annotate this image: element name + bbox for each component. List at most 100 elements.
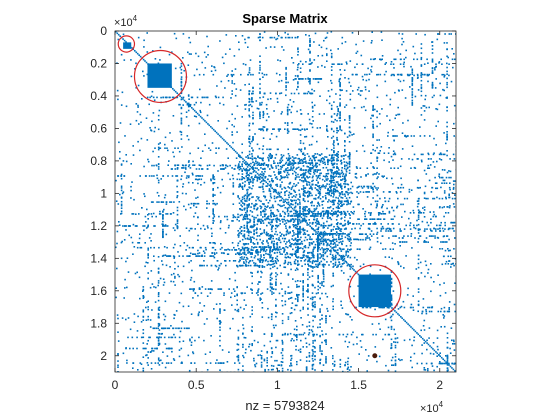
nonzero-entry <box>431 48 434 50</box>
nonzero-entry <box>258 162 260 164</box>
nonzero-entry <box>252 122 254 125</box>
nonzero-entry <box>267 164 270 166</box>
nonzero-entry <box>306 183 308 185</box>
nonzero-entry <box>391 73 393 76</box>
nonzero-entry <box>260 211 262 213</box>
nonzero-entry <box>271 240 273 243</box>
nonzero-entry <box>293 232 295 234</box>
nonzero-entry <box>268 207 271 209</box>
nonzero-entry <box>411 78 414 81</box>
nonzero-entry <box>302 233 305 236</box>
nonzero-entry <box>310 266 312 268</box>
nonzero-entry <box>358 218 360 220</box>
nonzero-entry <box>304 154 306 156</box>
nonzero-entry <box>275 284 277 286</box>
nonzero-entry <box>236 349 238 351</box>
nonzero-entry <box>311 238 313 241</box>
nonzero-entry <box>302 173 305 176</box>
nonzero-entry <box>267 233 270 235</box>
nonzero-entry <box>295 209 297 212</box>
nonzero-entry <box>248 67 251 69</box>
nonzero-entry <box>331 192 333 195</box>
nonzero-entry <box>360 176 362 178</box>
nonzero-entry <box>287 292 289 294</box>
nonzero-entry <box>272 288 274 290</box>
nonzero-entry <box>287 169 289 172</box>
nonzero-entry <box>376 110 378 113</box>
nonzero-entry <box>294 253 297 255</box>
nonzero-entry <box>177 327 179 330</box>
nonzero-entry <box>271 234 273 237</box>
nonzero-entry <box>346 333 349 336</box>
nonzero-entry <box>348 115 351 117</box>
nonzero-entry <box>336 210 338 213</box>
nonzero-entry <box>312 333 314 336</box>
nonzero-entry <box>292 239 295 241</box>
nonzero-entry <box>162 327 165 330</box>
nonzero-entry <box>174 90 177 93</box>
nonzero-entry <box>252 117 254 120</box>
nonzero-entry <box>281 319 284 322</box>
nonzero-entry <box>320 153 323 155</box>
nonzero-entry <box>294 227 297 229</box>
nonzero-entry <box>347 278 350 281</box>
nonzero-entry <box>288 155 291 157</box>
nonzero-entry <box>327 211 330 214</box>
nonzero-entry <box>248 153 251 156</box>
nonzero-entry <box>330 115 333 118</box>
nonzero-entry <box>390 319 393 322</box>
nonzero-entry <box>272 212 274 214</box>
nonzero-entry <box>354 238 357 241</box>
nonzero-entry <box>324 252 326 255</box>
nonzero-entry <box>390 230 393 232</box>
nonzero-entry <box>117 364 119 367</box>
nonzero-entry <box>249 168 251 170</box>
nonzero-entry <box>321 282 323 285</box>
nonzero-entry <box>338 200 340 203</box>
nonzero-entry <box>317 257 319 260</box>
nonzero-entry <box>257 254 259 256</box>
nonzero-entry <box>259 67 261 69</box>
nonzero-entry <box>379 197 381 200</box>
nonzero-entry <box>427 306 429 309</box>
nonzero-entry <box>295 215 298 217</box>
nonzero-entry <box>147 364 149 366</box>
nonzero-entry <box>199 175 202 177</box>
nonzero-entry <box>226 215 228 218</box>
nonzero-entry <box>311 302 314 305</box>
nonzero-entry <box>151 164 153 167</box>
nonzero-entry <box>348 162 351 164</box>
nonzero-entry <box>262 179 265 182</box>
nonzero-entry <box>291 235 294 237</box>
nonzero-entry <box>166 213 169 215</box>
nonzero-entry <box>236 252 239 254</box>
nonzero-entry <box>446 81 448 84</box>
nonzero-entry <box>366 237 369 239</box>
nonzero-entry <box>397 313 399 315</box>
nonzero-entry <box>208 124 211 127</box>
nonzero-entry <box>281 354 284 357</box>
nonzero-entry <box>309 222 311 224</box>
nonzero-entry <box>289 220 291 223</box>
nonzero-entry <box>309 81 311 83</box>
nonzero-entry <box>432 235 434 237</box>
nonzero-entry <box>270 287 273 290</box>
nonzero-entry <box>236 265 239 268</box>
nonzero-entry <box>306 191 309 194</box>
nonzero-entry <box>248 238 250 241</box>
nonzero-entry <box>339 200 341 203</box>
nonzero-entry <box>454 237 456 239</box>
nonzero-entry <box>122 38 124 40</box>
nonzero-entry <box>308 191 311 193</box>
nonzero-entry <box>322 250 325 252</box>
nonzero-entry <box>380 230 382 232</box>
nonzero-entry <box>312 259 314 262</box>
nonzero-entry <box>370 230 373 232</box>
nonzero-entry <box>372 173 374 176</box>
nonzero-entry <box>173 201 175 203</box>
nonzero-entry <box>275 282 277 285</box>
nonzero-entry <box>300 169 303 171</box>
nonzero-entry <box>298 162 301 164</box>
nonzero-entry <box>166 96 168 99</box>
nonzero-entry <box>346 250 349 252</box>
